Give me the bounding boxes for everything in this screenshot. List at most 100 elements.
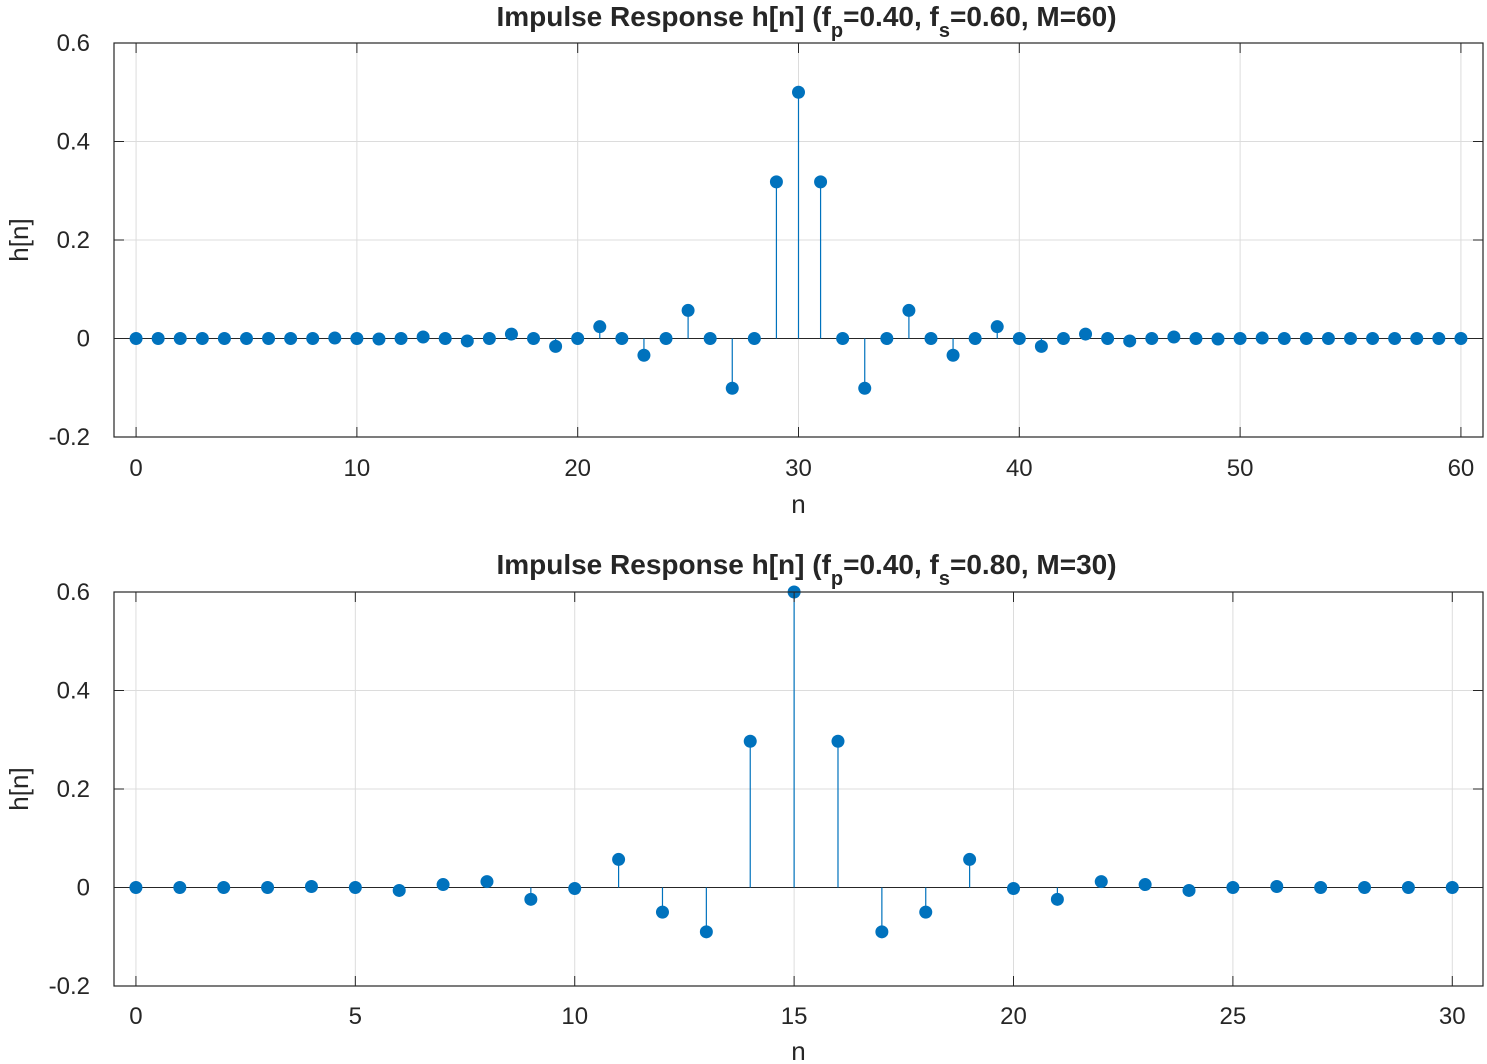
stem-marker bbox=[655, 905, 669, 919]
stem-marker bbox=[968, 332, 982, 345]
stem-marker bbox=[1277, 332, 1291, 345]
stem-marker bbox=[1226, 881, 1240, 894]
stem-marker bbox=[482, 332, 496, 345]
y-tick-label: 0.6 bbox=[57, 30, 90, 57]
stem-marker bbox=[504, 327, 518, 341]
stem-marker bbox=[1007, 881, 1021, 895]
y-axis-label: h[n] bbox=[4, 767, 34, 810]
stem-marker bbox=[1123, 334, 1137, 348]
y-tick-label: 0.2 bbox=[57, 227, 90, 254]
x-tick-label: 10 bbox=[561, 1003, 588, 1030]
stem-marker bbox=[1012, 332, 1026, 345]
stem-marker bbox=[615, 332, 629, 345]
stem-marker bbox=[1255, 331, 1269, 345]
x-tick-label: 0 bbox=[129, 1003, 142, 1030]
stem-marker bbox=[858, 381, 872, 395]
stem-marker bbox=[173, 881, 187, 894]
stem-marker bbox=[1314, 881, 1328, 894]
stem-marker bbox=[262, 332, 276, 345]
title-subscript: s bbox=[939, 568, 950, 590]
stem-marker bbox=[350, 332, 364, 345]
stem-marker bbox=[524, 892, 538, 906]
x-tick-label: 5 bbox=[349, 1003, 362, 1030]
stem-marker bbox=[568, 881, 582, 895]
stem-marker bbox=[681, 303, 695, 317]
stem-marker bbox=[725, 381, 739, 395]
stem-marker bbox=[1189, 332, 1203, 345]
stem-marker bbox=[990, 320, 1004, 334]
stem-marker bbox=[924, 332, 938, 345]
stem-marker bbox=[831, 734, 845, 748]
stem-marker bbox=[217, 881, 231, 894]
stem-marker bbox=[902, 303, 916, 317]
stem-marker bbox=[1167, 330, 1181, 344]
stem-marker bbox=[1094, 875, 1108, 889]
stem-marker bbox=[173, 332, 187, 345]
stem-marker bbox=[1321, 332, 1335, 345]
stem-marker bbox=[1138, 878, 1152, 892]
stem-marker bbox=[1388, 332, 1402, 345]
stem-marker bbox=[637, 348, 651, 362]
stem-marker bbox=[284, 332, 298, 345]
title-segment: =0.80, M=30) bbox=[950, 549, 1117, 580]
title-segment: =0.60, M=60) bbox=[950, 1, 1117, 32]
stem-marker bbox=[1410, 332, 1424, 345]
stem-marker bbox=[703, 332, 717, 345]
stem-marker bbox=[348, 881, 362, 894]
x-tick-label: 60 bbox=[1448, 455, 1475, 482]
x-tick-label: 20 bbox=[1000, 1003, 1027, 1030]
stem-marker bbox=[1233, 332, 1247, 345]
stem-marker bbox=[394, 332, 408, 345]
title-segment: =0.40, f bbox=[843, 549, 939, 580]
stem-marker bbox=[1432, 332, 1446, 345]
plot-top: 0 10 20 30 40 50 60 -0.2 0 0.2 0.4 0.6 n h[n] Impulse … bbox=[4, 1, 1484, 519]
title-subscript: p bbox=[831, 568, 843, 590]
stem-marker bbox=[1270, 880, 1284, 894]
title-subscript: p bbox=[831, 20, 843, 42]
stem-marker bbox=[963, 852, 977, 866]
stem-marker bbox=[814, 175, 828, 189]
stem-marker bbox=[217, 332, 231, 345]
x-tick-label: 30 bbox=[1439, 1003, 1466, 1030]
x-tick-label: 50 bbox=[1227, 455, 1254, 482]
stem-marker bbox=[261, 881, 275, 894]
stem-marker bbox=[438, 332, 452, 345]
stem-marker bbox=[792, 85, 805, 99]
stem-marker bbox=[612, 852, 626, 866]
y-tick-label: 0 bbox=[77, 326, 90, 353]
stem-marker bbox=[699, 925, 713, 939]
stem-marker bbox=[416, 330, 430, 344]
y-tick-label: 0.6 bbox=[57, 579, 90, 606]
x-tick-label: 15 bbox=[781, 1003, 808, 1030]
stem-marker bbox=[659, 332, 673, 345]
stem-marker bbox=[460, 334, 474, 348]
stem-marker bbox=[1299, 332, 1313, 345]
stem-marker bbox=[1145, 332, 1159, 345]
stem-marker bbox=[1050, 892, 1064, 906]
stem-marker bbox=[747, 332, 761, 345]
stem-marker bbox=[1401, 881, 1415, 894]
chart-title: Impulse Response h[n] (fp=0.40, fs=0.60,… bbox=[496, 1, 1116, 42]
stem-marker bbox=[304, 880, 318, 894]
stem-marker bbox=[195, 332, 209, 345]
stem-marker bbox=[1101, 332, 1115, 345]
stem-marker bbox=[1034, 339, 1048, 353]
stem-marker bbox=[328, 331, 342, 345]
stem-marker bbox=[1211, 332, 1225, 346]
stem-marker bbox=[1445, 881, 1459, 894]
y-tick-label: 0.4 bbox=[57, 678, 90, 705]
stem-marker bbox=[1454, 332, 1468, 345]
title-segment: Impulse Response h[n] (f bbox=[496, 1, 831, 32]
stem-marker bbox=[919, 905, 933, 919]
stem-marker bbox=[1056, 332, 1070, 345]
stem-marker bbox=[480, 875, 494, 889]
stem-marker bbox=[372, 332, 386, 346]
y-tick-label: -0.2 bbox=[49, 424, 90, 451]
stem-marker bbox=[571, 332, 585, 345]
x-tick-label: 40 bbox=[1006, 455, 1033, 482]
y-tick-label: 0.4 bbox=[57, 129, 90, 156]
stem-marker bbox=[1344, 332, 1358, 345]
stem-marker bbox=[875, 925, 889, 939]
stem-marker bbox=[527, 332, 541, 345]
